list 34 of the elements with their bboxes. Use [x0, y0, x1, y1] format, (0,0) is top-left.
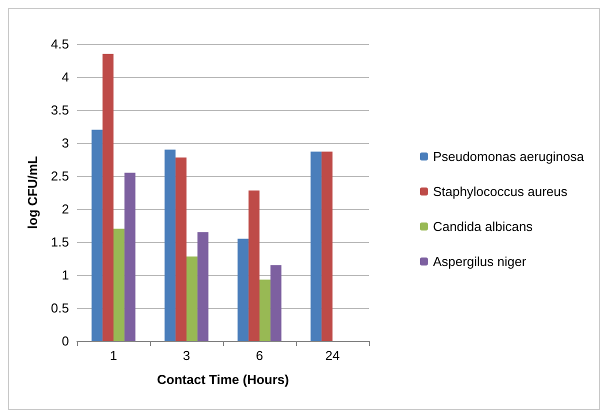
y-tick-label: 2 — [62, 202, 69, 216]
y-tick-label: 4 — [62, 70, 69, 84]
bar — [176, 158, 186, 341]
bar — [114, 228, 124, 341]
y-tick-label: 3.5 — [50, 102, 69, 118]
y-tick-label: 0.5 — [50, 300, 69, 316]
legend-label: Aspergilus niger — [432, 254, 527, 269]
bar — [270, 265, 282, 341]
y-tick-label: 1.5 — [50, 234, 69, 250]
legend-label: Staphylococcus aureus — [432, 184, 568, 199]
x-tick-label: 6 — [256, 348, 264, 363]
y-tick-label: 4.5 — [50, 36, 69, 52]
bar — [186, 256, 198, 341]
y-axis-title: log CFU/mL — [25, 156, 40, 229]
bar — [164, 150, 176, 341]
bar — [92, 130, 103, 341]
y-tick-label: 3 — [62, 136, 69, 150]
y-tick-label: 1 — [62, 268, 69, 282]
bar — [238, 238, 249, 341]
bar — [197, 232, 208, 341]
bar — [102, 54, 114, 341]
bar — [310, 152, 322, 341]
x-tick-label: 24 — [325, 348, 340, 363]
y-tick-label: 2.5 — [50, 168, 69, 184]
y-tick-label: 0 — [62, 334, 69, 348]
legend-label: Candida albicans — [432, 219, 534, 234]
x-tick-label: 1 — [110, 348, 118, 363]
bar — [124, 172, 136, 341]
bar — [322, 152, 332, 341]
bar — [260, 280, 270, 341]
x-axis-title: Contact Time (Hours) — [157, 372, 289, 387]
x-tick-label: 3 — [182, 348, 190, 363]
bar — [248, 190, 260, 341]
legend-label: Pseudomonas aeruginosa — [432, 149, 585, 164]
